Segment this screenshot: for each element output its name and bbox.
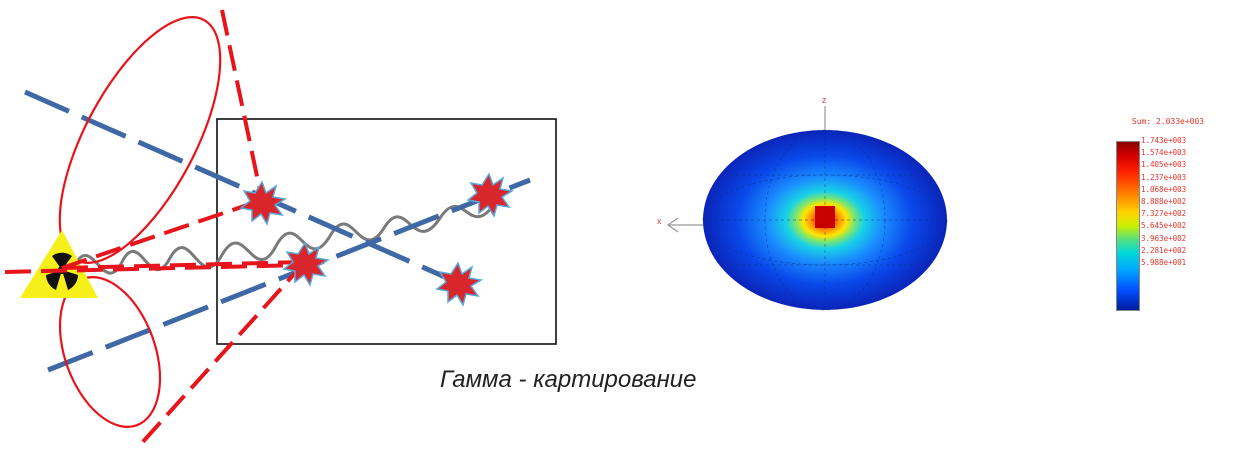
hotspot: [815, 206, 835, 228]
legend-title: Sum: 2.033e+003: [1131, 117, 1205, 126]
legend-value: 1.068e+003: [1141, 184, 1187, 194]
photon-wave: [73, 197, 500, 275]
legend-value: 1.405e+003: [1141, 160, 1187, 170]
blue-ray-lower: [47, 177, 531, 373]
legend-color-bar: [1116, 141, 1140, 311]
red-cone-lines: [4, 9, 307, 447]
detector-box: [216, 118, 557, 345]
legend-labels: 1.743e+003 1.574e+003 1.405e+003 1.237e+…: [1141, 135, 1227, 269]
legend-value: 5.645e+002: [1141, 221, 1187, 231]
legend-value: 5.988e+001: [1141, 257, 1187, 267]
interaction-stars: [239, 172, 515, 307]
x-axis-arrow-icon: [666, 217, 679, 233]
legend-value: 7.327e+002: [1141, 209, 1187, 219]
legend-value: 1.743e+003: [1141, 136, 1187, 145]
star-burst-icon: [282, 241, 331, 287]
legend-value: 8.888e+002: [1141, 196, 1187, 206]
caption: Гамма - картирование: [440, 366, 697, 393]
blue-ray-upper: [23, 89, 472, 291]
star-burst-icon: [435, 261, 484, 307]
star-burst-icon: [466, 172, 515, 218]
x-axis-label: x: [657, 216, 662, 226]
legend-value: 1.237e+003: [1141, 172, 1187, 182]
radiation-trefoil-icon: [20, 230, 98, 298]
z-axis-label: z: [822, 95, 827, 105]
legend-value: 2.281e+002: [1141, 245, 1187, 255]
star-burst-icon: [239, 180, 288, 226]
legend-value: 1.574e+003: [1141, 148, 1187, 158]
legend-value: 3.963e+002: [1141, 233, 1187, 243]
heatmap-reconstruction: [666, 106, 948, 311]
